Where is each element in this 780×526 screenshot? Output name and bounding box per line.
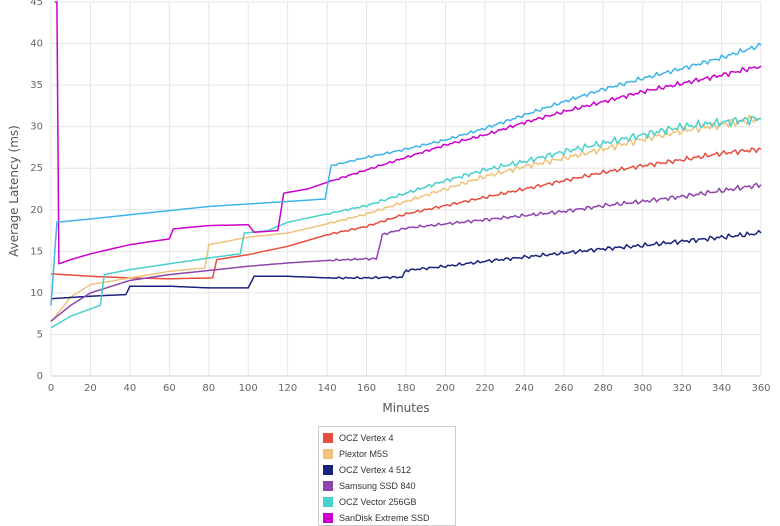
x-tick-label: 0	[48, 383, 54, 394]
y-tick-label: 20	[30, 205, 43, 216]
legend-item: Plextor M5S	[323, 446, 451, 462]
y-tick-label: 15	[30, 246, 43, 257]
x-tick-label: 360	[751, 383, 770, 394]
x-axis-title: Minutes	[382, 401, 429, 415]
y-tick-label: 40	[30, 39, 43, 50]
x-tick-label: 240	[515, 383, 534, 394]
y-tick-label: 10	[30, 288, 43, 299]
x-tick-label: 120	[278, 383, 297, 394]
series-line-plextor-m5s	[50, 114, 762, 323]
x-tick-label: 180	[396, 383, 415, 394]
legend-item: OCZ Vector 256GB	[323, 494, 451, 510]
legend-item: SanDisk Extreme SSD	[323, 510, 451, 525]
x-tick-label: 160	[357, 383, 376, 394]
x-tick-label: 80	[202, 383, 215, 394]
legend-swatch	[323, 481, 333, 491]
legend-item: OCZ Vertex 4	[323, 430, 451, 446]
x-tick-label: 220	[475, 383, 494, 394]
series-line-sandisk-extreme-ssd	[54, 1, 762, 265]
x-tick-label: 200	[436, 383, 455, 394]
x-tick-label: 140	[318, 383, 337, 394]
x-tick-label: 300	[633, 383, 652, 394]
legend-label: Plextor M5S	[339, 449, 389, 459]
y-tick-label: 45	[30, 0, 43, 8]
legend-item: Samsung SSD 840	[323, 478, 451, 494]
y-tick-label: 25	[30, 163, 43, 174]
x-tick-label: 320	[673, 383, 692, 394]
y-tick-label: 0	[37, 371, 43, 382]
x-tick-label: 100	[239, 383, 258, 394]
series-line-ocz-vertex-4-512	[50, 229, 762, 300]
x-tick-label: 260	[554, 383, 573, 394]
legend-label: Samsung SSD 840	[339, 481, 416, 491]
series-layer	[50, 1, 762, 329]
series-line-ocz-vertex-256gb	[50, 115, 762, 329]
legend-label: SanDisk Extreme SSD	[339, 513, 430, 523]
x-tick-label: 280	[594, 383, 613, 394]
y-axis-title: Average Latency (ms)	[7, 125, 21, 257]
y-tick-label: 30	[30, 122, 43, 133]
legend-item: OCZ Vertex 4 512	[323, 462, 451, 478]
series-line-samsung-ssd-840	[50, 182, 762, 322]
legend-swatch	[323, 497, 333, 507]
legend: OCZ Vertex 4 Plextor M5S OCZ Vertex 4 512 S…	[318, 426, 456, 526]
legend-label: OCZ Vector 256GB	[339, 497, 417, 507]
x-tick-label: 60	[163, 383, 176, 394]
legend-swatch	[323, 449, 333, 459]
legend-swatch	[323, 433, 333, 443]
axes: 0 20 40 60 80 100 120 140 160 180 200 220 240 260 280 3…	[30, 0, 770, 394]
x-tick-label: 40	[124, 383, 137, 394]
legend-swatch	[323, 465, 333, 475]
grid-lines	[50, 1, 762, 377]
y-tick-label: 35	[30, 80, 43, 91]
legend-label: OCZ Vertex 4 512	[339, 465, 412, 475]
x-tick-label: 340	[712, 383, 731, 394]
legend-swatch	[323, 513, 333, 523]
y-tick-label: 5	[37, 329, 43, 340]
legend-label: OCZ Vertex 4	[339, 433, 394, 443]
series-line-unlabeled	[50, 42, 762, 306]
series-line-ocz-vertex-4	[50, 147, 762, 280]
x-tick-label: 20	[84, 383, 97, 394]
